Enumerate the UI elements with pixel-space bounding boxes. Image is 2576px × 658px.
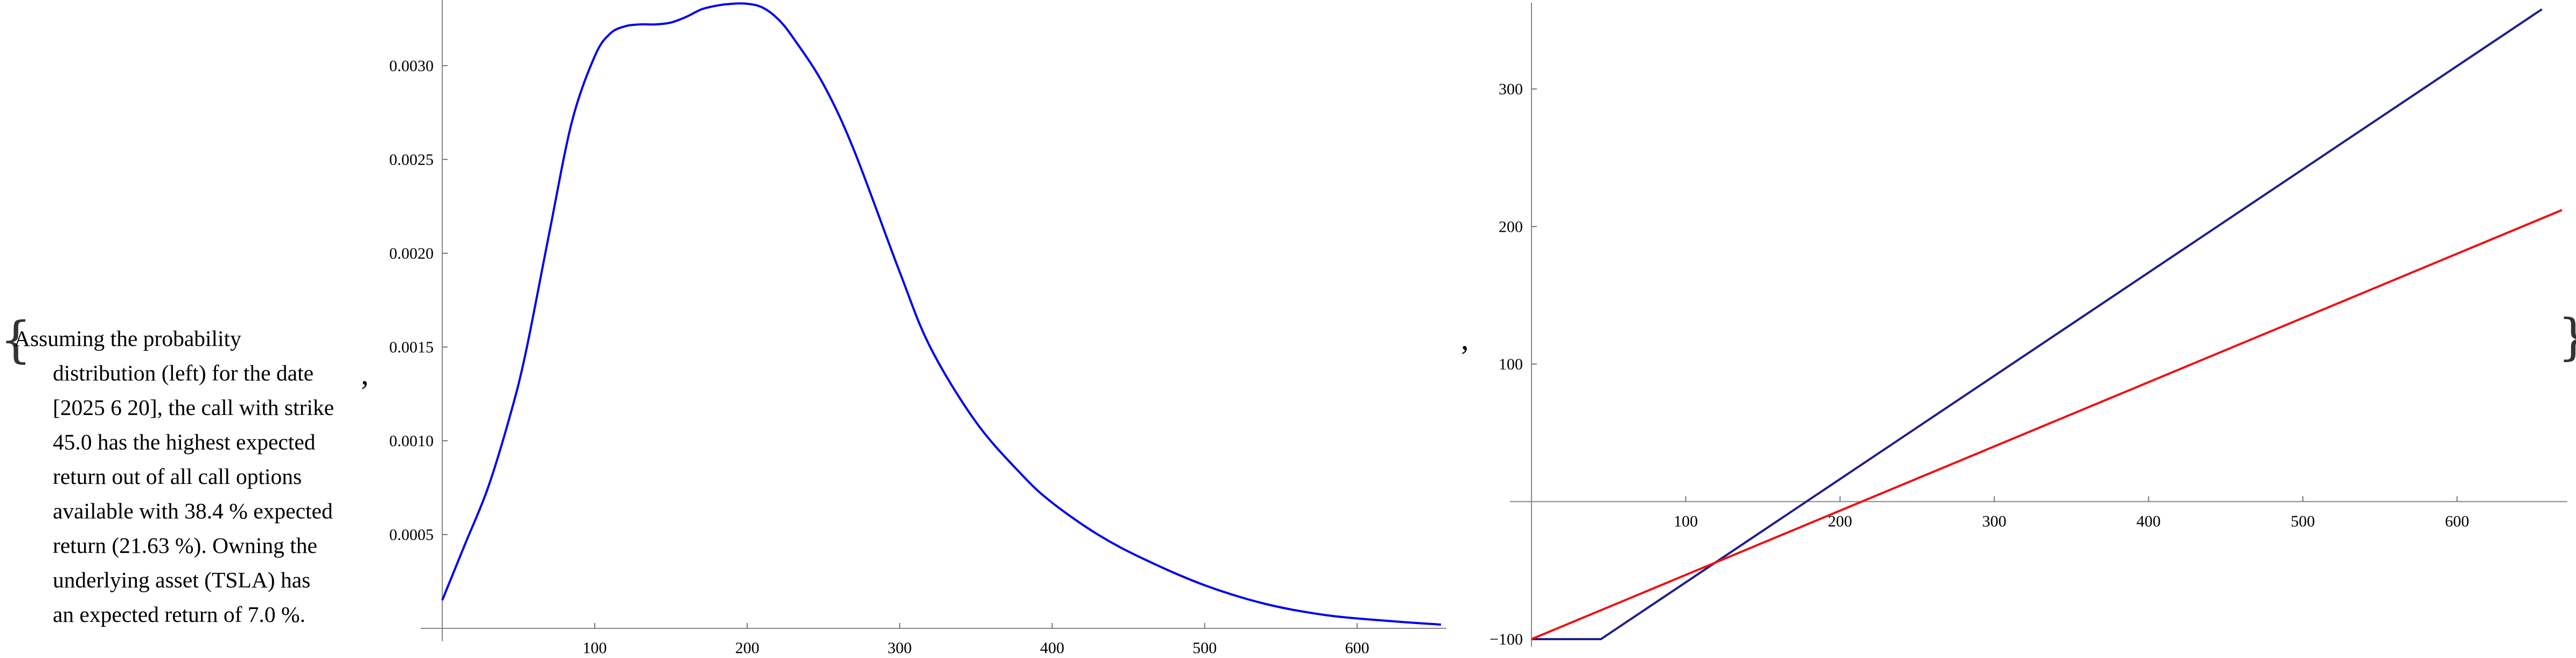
y-tick-label: 300 [1499,80,1523,98]
summary-line: distribution (left) for the date [53,361,314,385]
series-line [1531,209,2563,640]
y-tick-label: 0.0010 [389,432,434,450]
y-tick-label: 0.0005 [389,526,434,544]
open-brace: { [0,311,32,369]
x-tick-label: 600 [2445,512,2469,530]
summary-line: return out of all call options [53,464,302,489]
expected-return-summary: Assuming the probability distribution (l… [14,321,370,632]
summary-line: Assuming the probability [14,326,241,351]
x-tick-label: 400 [2136,512,2161,530]
x-tick-label: 600 [1345,639,1369,657]
y-tick-label: 0.0015 [389,338,434,356]
probability-density-chart: 100 200 300 400 500 600 0.0005 0.0010 0.0015 0.00… [389,0,1446,657]
x-tick-label: 500 [2290,512,2315,530]
separator-comma: , [1461,321,1469,356]
y-tick-label: 0.0030 [389,57,434,75]
summary-line: 45.0 has the highest expected [53,430,316,454]
payoff-chart: 100 200 300 400 500 600 −100 100 200 300 [1489,3,2567,648]
summary-line: return (21.63 %). Owning the [53,533,317,558]
x-tick-label: 300 [1982,512,2007,530]
x-tick-label: 500 [1193,639,1217,657]
summary-line: underlying asset (TSLA) has [53,567,311,592]
x-tick-label: 200 [1828,512,1852,530]
y-tick-label: 0.0020 [389,245,434,262]
x-tick-label: 100 [583,639,607,657]
close-brace: } [2558,313,2576,362]
x-tick-label: 200 [735,639,760,657]
series-line [1531,8,2543,640]
separator-comma: , [361,356,369,391]
y-tick-label: 100 [1499,356,1523,373]
x-tick-label: 400 [1040,639,1064,657]
y-tick-label: −100 [1489,631,1523,648]
summary-line: available with 38.4 % expected [53,498,333,523]
series-line [441,2,1442,626]
x-tick-label: 300 [888,639,912,657]
x-tick-label: 100 [1674,512,1698,530]
summary-line: [2025 6 20], the call with strike [53,395,335,420]
y-tick-label: 0.0025 [389,151,434,169]
summary-line: an expected return of 7.0 %. [53,602,305,627]
y-tick-label: 200 [1499,218,1523,236]
